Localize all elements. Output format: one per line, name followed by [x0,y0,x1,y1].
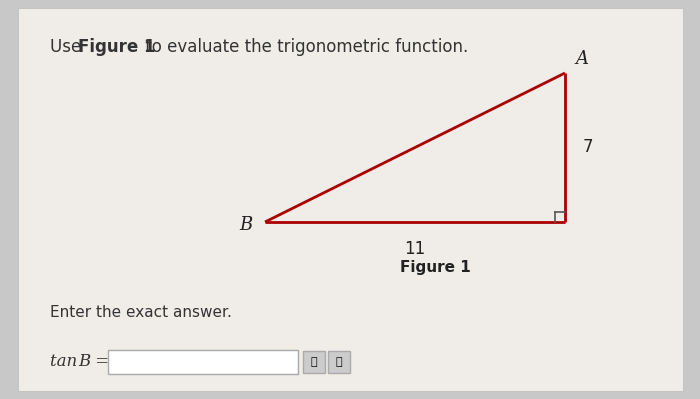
Text: Figure 1: Figure 1 [400,260,470,275]
Text: to evaluate the trigonometric function.: to evaluate the trigonometric function. [140,38,468,56]
Text: Use: Use [50,38,87,56]
Text: Figure 1: Figure 1 [78,38,155,56]
Text: 🖼: 🖼 [311,357,317,367]
Bar [108,350,298,374]
Bar [303,351,325,373]
Text: B: B [78,354,90,371]
Bar [328,351,350,373]
FancyBboxPatch shape [18,8,683,391]
Text: =: = [90,354,109,371]
Text: 7: 7 [583,138,594,156]
Text: A: A [575,50,588,68]
Text: 11: 11 [405,240,426,258]
Text: 🖼: 🖼 [336,357,342,367]
Text: Enter the exact answer.: Enter the exact answer. [50,305,232,320]
Text: tan: tan [50,354,83,371]
Text: B: B [239,216,253,234]
